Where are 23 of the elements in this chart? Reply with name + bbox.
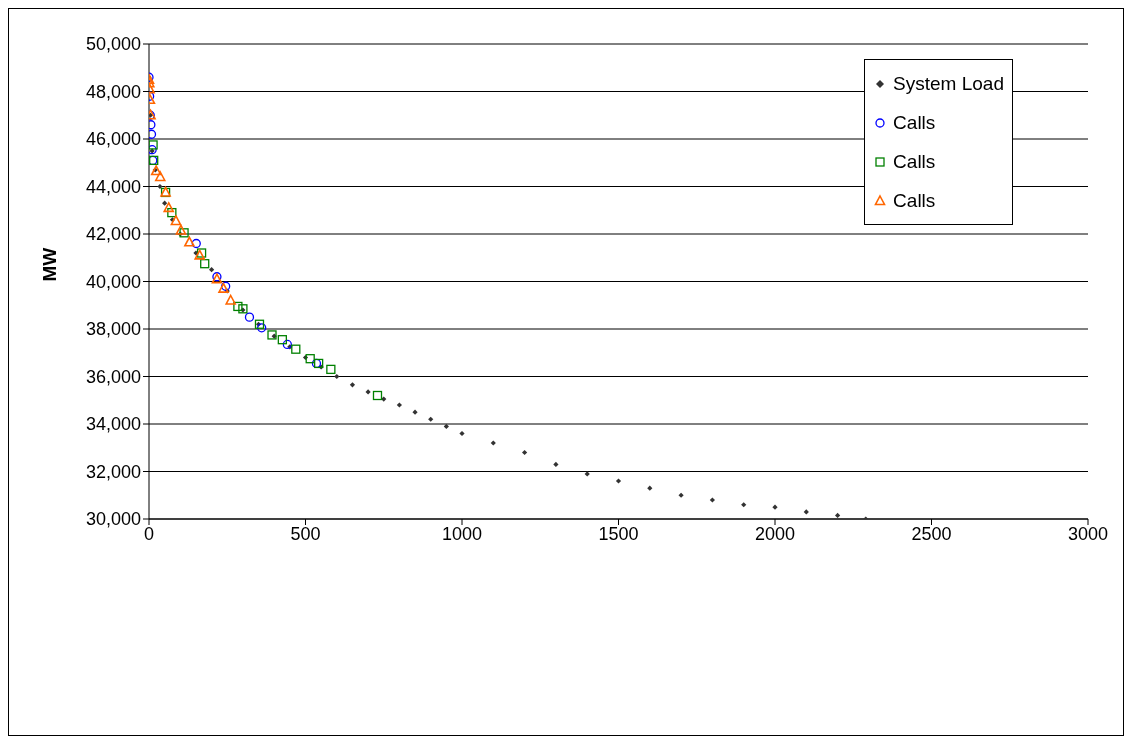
y-tick-label: 32,000 [85, 461, 141, 482]
x-tick-label: 0 [143, 523, 155, 544]
x-tick-label: 1000 [441, 523, 483, 544]
legend-label: Calls [893, 111, 936, 134]
y-tick-label: 42,000 [85, 224, 141, 245]
legend-label: System Load [893, 72, 1004, 95]
y-tick-label: 34,000 [85, 414, 141, 435]
y-tick-label: 46,000 [85, 129, 141, 150]
legend-label: Calls [893, 150, 936, 173]
y-tick-label: 30,000 [85, 509, 141, 530]
y-tick-label: 36,000 [85, 366, 141, 387]
x-tick-label: 3000 [1067, 523, 1109, 544]
y-tick-label: 38,000 [85, 319, 141, 340]
y-tick-label: 44,000 [85, 176, 141, 197]
x-tick-label: 2500 [911, 523, 952, 544]
x-tick-label: 2000 [754, 523, 796, 544]
y-axis-title: MW [38, 247, 60, 282]
y-tick-label: 40,000 [85, 271, 141, 292]
x-tick-label: 500 [290, 523, 321, 544]
legend-label: Calls [893, 189, 936, 212]
y-tick-label: 50,000 [85, 34, 141, 55]
y-tick-label: 48,000 [85, 81, 141, 102]
x-tick-label: 1500 [598, 523, 639, 544]
